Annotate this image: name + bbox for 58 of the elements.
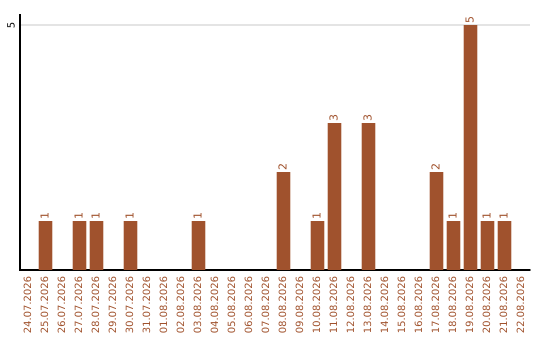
data-label: 1: [480, 212, 494, 219]
x-tick-label: 11.08.2026: [329, 276, 340, 334]
x-tick-label: 07.08.2026: [261, 276, 272, 334]
x-tick-label: 30.07.2026: [125, 276, 136, 334]
x-tick-label: 31.07.2026: [142, 276, 154, 334]
data-label: 1: [191, 212, 204, 219]
bar: [480, 221, 494, 270]
bar: [90, 221, 104, 270]
data-label: 3: [327, 114, 340, 121]
bar: [72, 221, 86, 270]
x-tick-label: 10.08.2026: [312, 276, 324, 334]
x-tick-label: 21.08.2026: [499, 276, 510, 334]
bar: [430, 172, 444, 270]
x-tick-label: 25.07.2026: [40, 276, 52, 334]
x-tick-label: 12.08.2026: [346, 276, 358, 334]
data-label: 1: [446, 212, 460, 219]
x-tick-label: 28.07.2026: [91, 276, 102, 334]
x-tick-label: 04.08.2026: [210, 276, 222, 334]
x-tick-label: 03.08.2026: [193, 276, 204, 334]
x-tick-label: 05.08.2026: [227, 276, 238, 334]
data-label: 1: [89, 212, 102, 219]
x-tick-label: 01.08.2026: [159, 276, 170, 334]
data-label: 1: [123, 212, 136, 219]
x-tick-label: 17.08.2026: [431, 276, 442, 334]
x-tick-label: 27.07.2026: [74, 276, 86, 334]
data-label: 3: [361, 114, 374, 121]
data-label: 2: [276, 163, 290, 170]
bar: [464, 25, 478, 270]
x-tick-label: 15.08.2026: [397, 276, 408, 334]
bar: [192, 221, 206, 270]
data-label: 5: [463, 16, 476, 23]
bar: [446, 221, 460, 270]
data-label: 1: [310, 212, 324, 219]
x-tick-label: 14.08.2026: [380, 276, 392, 334]
data-label: 2: [429, 163, 442, 170]
bar: [362, 123, 376, 270]
x-tick-label: 02.08.2026: [176, 276, 188, 334]
x-tick-label: 29.07.2026: [108, 276, 120, 334]
x-tick-label: 20.08.2026: [482, 276, 494, 334]
data-label: 1: [497, 212, 510, 219]
x-tick-label: 09.08.2026: [295, 276, 306, 334]
x-tick-label: 26.07.2026: [57, 276, 68, 334]
bar: [328, 123, 342, 270]
x-tick-label: 19.08.2026: [465, 276, 476, 334]
bar: [310, 221, 324, 270]
bar: [498, 221, 512, 270]
bar: [38, 221, 52, 270]
x-tick-label: 16.08.2026: [414, 276, 426, 334]
x-tick-label: 06.08.2026: [244, 276, 256, 334]
data-label: 1: [38, 212, 52, 219]
x-tick-label: 18.08.2026: [448, 276, 460, 334]
x-tick-label: 22.08.2026: [516, 276, 528, 334]
bar: [124, 221, 138, 270]
data-label: 1: [72, 212, 86, 219]
x-tick-label: 13.08.2026: [363, 276, 374, 334]
bar: [276, 172, 290, 270]
x-tick-label: 24.07.2026: [23, 276, 34, 334]
x-tick-label: 08.08.2026: [278, 276, 290, 334]
